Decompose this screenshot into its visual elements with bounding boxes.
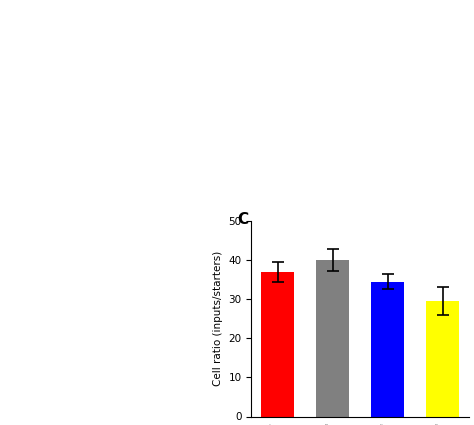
Bar <box>316 260 349 416</box>
Text: C: C <box>237 212 248 227</box>
Bar <box>371 282 404 416</box>
Y-axis label: Cell ratio (inputs/starters): Cell ratio (inputs/starters) <box>213 251 223 386</box>
Bar <box>261 272 294 416</box>
Bar <box>426 301 459 416</box>
